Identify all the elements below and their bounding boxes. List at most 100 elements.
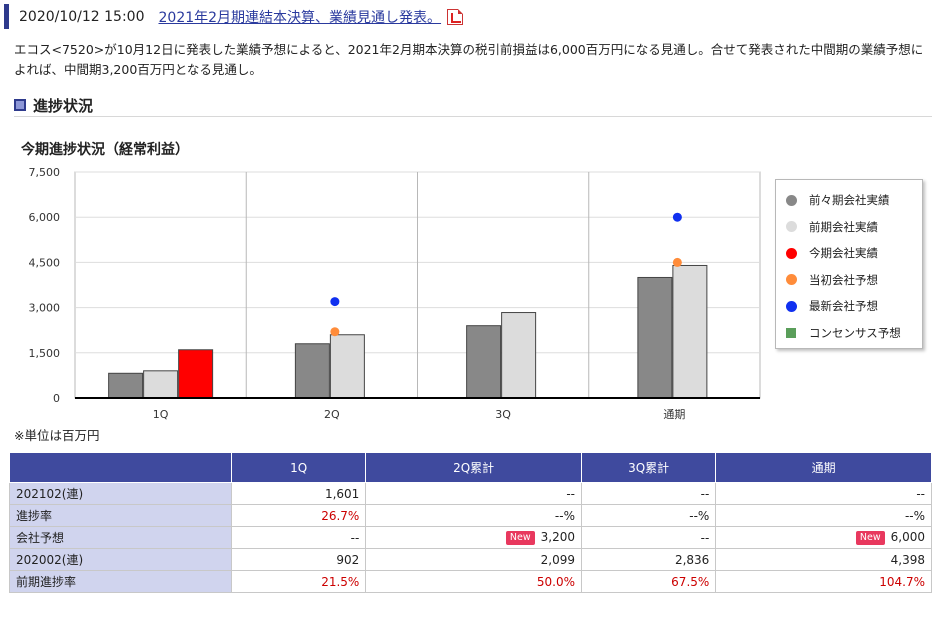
- cell-value: --: [350, 530, 360, 545]
- legend-dot-marker: [786, 300, 797, 312]
- table-cell: --%: [715, 504, 932, 527]
- bar: [143, 370, 179, 399]
- bar: [466, 325, 502, 399]
- table-cell: 2,099: [365, 548, 582, 571]
- section-heading: 進捗状況: [14, 95, 93, 115]
- forecast-point: [330, 297, 340, 307]
- chart-legend: 前々期会社実績前期会社実績今期会社実績 当初会社予想最新会社予想コンセンサス予想: [775, 179, 923, 349]
- table-cell: New 6,000: [715, 526, 932, 549]
- forecast-point: [330, 327, 340, 337]
- table-row: 202102(連) 1,601 -- -- --: [9, 482, 932, 505]
- table-cell: 50.0%: [365, 570, 582, 593]
- square-bullet-icon: [14, 99, 26, 111]
- table-cell: 104.7%: [715, 570, 932, 593]
- table-row: 会社予想 -- New 3,200 -- New 6,000: [9, 526, 932, 549]
- cell-value: 2,836: [674, 552, 710, 567]
- bar: [637, 276, 673, 399]
- legend-label: 当初会社予想: [809, 272, 878, 287]
- legend-dot-marker: [786, 221, 797, 233]
- cell-value: 1,601: [324, 486, 360, 501]
- y-tick-label: 3,000: [29, 302, 61, 315]
- table-cell: --%: [580, 504, 717, 527]
- bar: [501, 312, 537, 399]
- news-datetime: 2020/10/12 15:00: [19, 8, 145, 25]
- legend-item: 最新会社予想: [786, 293, 922, 320]
- row-label: 進捗率: [9, 504, 232, 527]
- y-tick-label: 1,500: [29, 347, 61, 360]
- x-tick-label: 3Q: [495, 408, 511, 421]
- x-tick-label: 1Q: [153, 408, 169, 421]
- new-badge: New: [855, 530, 885, 545]
- table-row: 前期進捗率 21.5% 50.0% 67.5% 104.7%: [9, 570, 932, 593]
- table-row: 進捗率 26.7% --% --% --%: [9, 504, 932, 527]
- cell-value: 50.0%: [536, 574, 575, 589]
- unit-note: ※単位は百万円: [14, 428, 100, 443]
- cell-value: 3,200: [540, 530, 575, 545]
- table-header-cell: 2Q累計: [365, 452, 582, 483]
- cell-value: 4,398: [890, 552, 925, 567]
- bar: [294, 343, 330, 399]
- table-cell: 902: [230, 548, 367, 571]
- table-row: 202002(連) 902 2,099 2,836 4,398: [9, 548, 932, 571]
- section-title: 進捗状況: [33, 96, 94, 115]
- table-cell: --: [230, 526, 367, 549]
- legend-dot-marker: [786, 194, 797, 206]
- table-cell: 67.5%: [580, 570, 717, 593]
- cell-value: --: [916, 486, 925, 501]
- legend-item: コンセンサス予想: [786, 320, 922, 347]
- y-tick-label: 7,500: [29, 166, 61, 179]
- table-cell: 21.5%: [230, 570, 367, 593]
- table-cell: --: [580, 526, 717, 549]
- cell-value: 902: [336, 552, 360, 567]
- x-tick-label: 通期: [663, 408, 685, 421]
- cell-value: --%: [904, 508, 925, 523]
- news-header: 2020/10/12 15:00 2021年2月期連結本決算、業績見通し発表。: [4, 4, 934, 29]
- table-cell: 26.7%: [230, 504, 367, 527]
- cell-value: 21.5%: [321, 574, 360, 589]
- table-header-cell: 通期: [715, 452, 932, 483]
- bar: [672, 264, 708, 399]
- cell-value: 26.7%: [321, 508, 360, 523]
- table-cell: --: [715, 482, 932, 505]
- legend-item: 今期会社実績: [786, 240, 922, 267]
- table-cell: --: [365, 482, 582, 505]
- forecast-point: [672, 257, 682, 267]
- legend-dot-marker: [786, 247, 797, 259]
- bar: [108, 372, 144, 399]
- table-cell: 2,836: [580, 548, 717, 571]
- cell-value: 6,000: [890, 530, 925, 545]
- pdf-icon[interactable]: [447, 8, 464, 25]
- x-tick-label: 2Q: [324, 408, 340, 421]
- news-title-link[interactable]: 2021年2月期連結本決算、業績見通し発表。: [158, 9, 442, 26]
- forecast-point: [672, 212, 682, 222]
- cell-value: 2,099: [540, 552, 575, 567]
- legend-item: 前期会社実績: [786, 214, 922, 241]
- cell-value: --: [700, 530, 710, 545]
- legend-label: 前々期会社実績: [809, 193, 890, 208]
- cell-value: --: [566, 486, 575, 501]
- section-divider: [14, 116, 932, 117]
- cell-value: --: [700, 486, 710, 501]
- news-summary: エコス<7520>が10月12日に発表した業績予想によると、2021年2月期本決…: [14, 42, 924, 77]
- legend-square-marker: [786, 327, 796, 338]
- legend-label: 今期会社実績: [809, 246, 878, 261]
- progress-table: 1Q 2Q累計 3Q累計 通期 202102(連) 1,601 -- -- -- 進捗率 26.7…: [9, 452, 932, 593]
- new-badge: New: [505, 530, 535, 545]
- table-cell: 4,398: [715, 548, 932, 571]
- chart-title: 今期進捗状況（経常利益）: [21, 142, 189, 158]
- y-tick-label: 0: [53, 392, 60, 405]
- legend-label: コンセンサス予想: [809, 325, 901, 340]
- legend-item: 前々期会社実績: [786, 187, 922, 214]
- legend-dot-marker: [786, 274, 797, 286]
- row-label: 202102(連): [9, 482, 232, 505]
- y-tick-label: 6,000: [29, 211, 61, 224]
- bar: [178, 349, 214, 399]
- legend-item: 当初会社予想: [786, 267, 922, 294]
- cell-value: 67.5%: [671, 574, 710, 589]
- row-label: 202002(連): [9, 548, 232, 571]
- cell-value: --%: [689, 508, 710, 523]
- table-header-cell: 1Q: [230, 452, 367, 483]
- cell-value: 104.7%: [879, 574, 925, 589]
- table-cell: New 3,200: [365, 526, 582, 549]
- row-label: 前期進捗率: [9, 570, 232, 593]
